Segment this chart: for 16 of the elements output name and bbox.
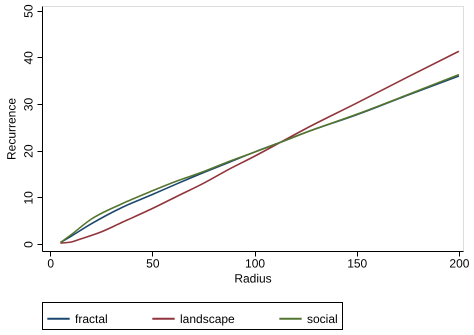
legend-label: fractal — [75, 312, 108, 326]
y-tick-label: 10 — [22, 190, 36, 205]
y-tick-label: 30 — [22, 98, 36, 112]
y-tick-label: 0 — [22, 240, 36, 248]
y-tick-label: 40 — [22, 50, 36, 65]
y-tick-label: 20 — [22, 144, 36, 158]
x-tick-label: 50 — [146, 256, 160, 270]
x-tick-label: 150 — [347, 256, 368, 270]
x-tick-label: 200 — [449, 256, 470, 270]
x-axis-title: Radius — [234, 272, 272, 286]
legend-label: social — [307, 312, 338, 326]
y-axis-title: Recurrence — [4, 98, 18, 160]
legend-label: landscape — [180, 312, 236, 326]
x-tick-label: 100 — [245, 256, 266, 270]
x-tick-label: 0 — [47, 256, 54, 270]
y-tick-label: 50 — [22, 4, 36, 18]
